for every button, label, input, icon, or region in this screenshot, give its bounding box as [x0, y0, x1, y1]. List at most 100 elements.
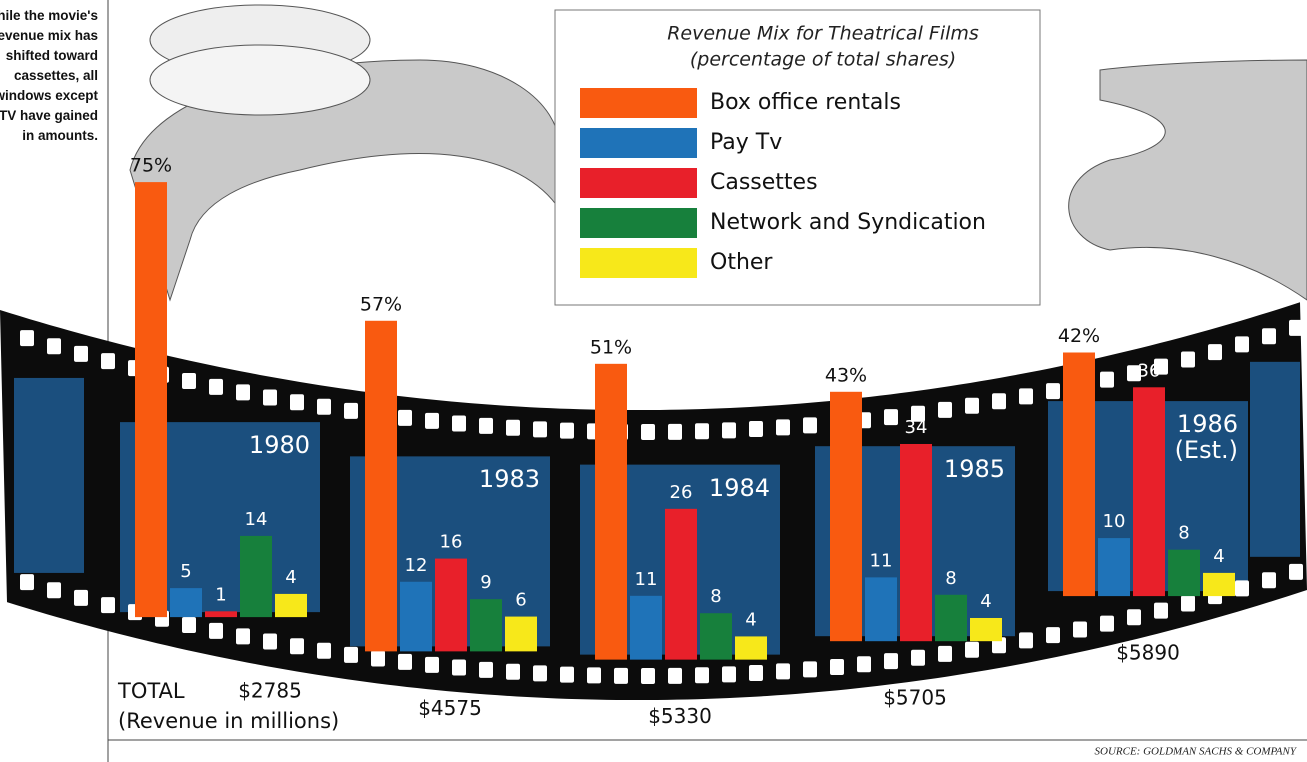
- sprocket-hole: [209, 623, 223, 639]
- bar: [505, 617, 537, 652]
- sprocket-hole: [803, 417, 817, 433]
- sprocket-hole: [1289, 320, 1303, 336]
- sprocket-hole: [1262, 572, 1276, 588]
- sprocket-hole: [344, 403, 358, 419]
- sprocket-hole: [1019, 388, 1033, 404]
- data-label: 4: [980, 591, 991, 612]
- year-label-box: 1980: [230, 432, 310, 492]
- source: SOURCE: GOLDMAN SACHS & COMPANY: [1095, 746, 1298, 758]
- sprocket-hole: [911, 650, 925, 666]
- data-label: 11: [870, 550, 893, 571]
- sprocket-hole: [533, 665, 547, 681]
- data-label: 1: [215, 584, 226, 605]
- bar: [435, 559, 467, 652]
- sprocket-hole: [317, 399, 331, 415]
- chart-subtitle: (percentage of total shares): [690, 49, 956, 71]
- bar: [365, 321, 397, 652]
- page: Revenue Mix for Theatrical Films (percen…: [0, 0, 1307, 762]
- data-label: 5: [180, 561, 191, 582]
- sprocket-hole: [1073, 622, 1087, 638]
- sprocket-hole: [344, 647, 358, 663]
- bar: [830, 392, 862, 641]
- bar: [935, 595, 967, 641]
- category-label: 1980: [230, 432, 310, 458]
- sprocket-hole: [398, 410, 412, 426]
- bar: [900, 444, 932, 641]
- sprocket-hole: [1100, 372, 1114, 388]
- legend-swatch: [580, 128, 697, 158]
- category-label: 1986 (Est.): [1158, 411, 1238, 463]
- sprocket-hole: [668, 424, 682, 440]
- chart: Revenue Mix for Theatrical Films (percen…: [0, 0, 1307, 762]
- sprocket-hole: [1019, 632, 1033, 648]
- legend-swatch: [580, 208, 697, 238]
- data-label: 8: [1178, 523, 1189, 544]
- bar: [1203, 573, 1235, 596]
- sprocket-hole: [857, 656, 871, 672]
- sprocket-hole: [830, 659, 844, 675]
- sprocket-hole: [884, 653, 898, 669]
- bar: [170, 588, 202, 617]
- film-frame: [1250, 362, 1300, 557]
- data-label: 75%: [130, 155, 172, 177]
- category-label: 1984: [690, 475, 770, 501]
- bar: [665, 509, 697, 660]
- total-value: $4575: [418, 696, 482, 720]
- sprocket-hole: [1046, 383, 1060, 399]
- sprocket-hole: [1235, 580, 1249, 596]
- sprocket-hole: [1181, 352, 1195, 368]
- sprocket-hole: [263, 633, 277, 649]
- sprocket-hole: [695, 667, 709, 683]
- data-label: 36: [1138, 360, 1161, 381]
- sprocket-hole: [479, 418, 493, 434]
- data-label: 4: [285, 567, 296, 588]
- bar: [275, 594, 307, 617]
- data-label: 4: [1213, 546, 1224, 567]
- sprocket-hole: [668, 668, 682, 684]
- legend-swatch: [580, 248, 697, 278]
- sprocket-hole: [965, 398, 979, 414]
- total-value: $5890: [1116, 641, 1180, 665]
- sprocket-hole: [479, 662, 493, 678]
- legend-label: Network and Syndication: [710, 210, 986, 235]
- sprocket-hole: [74, 590, 88, 606]
- data-label: 57%: [360, 293, 402, 315]
- sprocket-hole: [290, 638, 304, 654]
- sprocket-hole: [263, 389, 277, 405]
- data-label: 51%: [590, 336, 632, 358]
- sprocket-hole: [425, 657, 439, 673]
- sprocket-hole: [1046, 627, 1060, 643]
- sprocket-hole: [992, 393, 1006, 409]
- category-label: 1985: [925, 456, 1005, 482]
- sprocket-hole: [884, 409, 898, 425]
- data-label: 8: [710, 586, 721, 607]
- bar: [630, 596, 662, 660]
- sprocket-hole: [749, 421, 763, 437]
- data-label: 34: [905, 417, 928, 438]
- sprocket-hole: [641, 668, 655, 684]
- bar: [1133, 387, 1165, 596]
- bar: [400, 582, 432, 652]
- sprocket-hole: [614, 668, 628, 684]
- sprocket-hole: [1181, 596, 1195, 612]
- data-label: 26: [670, 482, 693, 503]
- note: While the movie's revenue mix has shifte…: [0, 6, 98, 146]
- sprocket-hole: [1154, 603, 1168, 619]
- sprocket-hole: [641, 424, 655, 440]
- sprocket-hole: [101, 353, 115, 369]
- sprocket-hole: [776, 663, 790, 679]
- category-label: 1983: [460, 466, 540, 492]
- sprocket-hole: [533, 421, 547, 437]
- sprocket-hole: [1262, 328, 1276, 344]
- sprocket-hole: [47, 338, 61, 354]
- reel: [150, 45, 370, 115]
- year-label-box: 1985: [925, 456, 1005, 516]
- sprocket-hole: [965, 642, 979, 658]
- data-label: 12: [405, 555, 428, 576]
- bar: [865, 577, 897, 641]
- bar: [1098, 538, 1130, 596]
- film-frame: [14, 378, 84, 573]
- data-label: 42%: [1058, 325, 1100, 347]
- film-ribbon: [1069, 60, 1307, 300]
- bar: [700, 613, 732, 659]
